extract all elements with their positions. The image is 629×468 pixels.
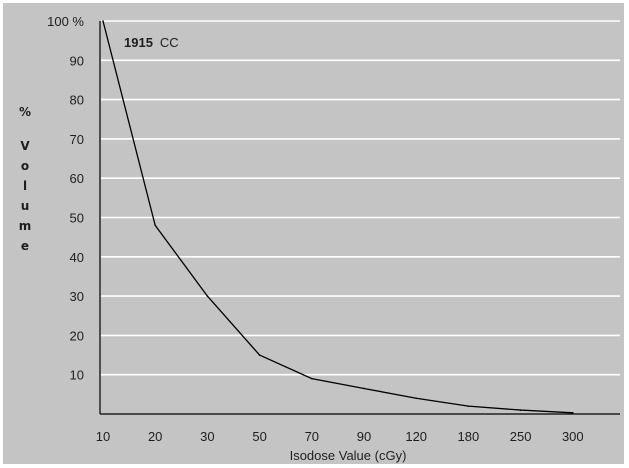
x-tick-label: 250 <box>510 429 532 444</box>
y-tick-label: 30 <box>70 289 84 304</box>
data-point <box>363 387 365 390</box>
x-tick-label: 50 <box>252 429 266 444</box>
x-tick-label: 180 <box>458 429 480 444</box>
y-tick-label: 100 % <box>47 14 84 29</box>
volume-annotation-unit: CC <box>160 35 179 50</box>
data-point <box>467 405 470 407</box>
data-point <box>311 377 313 380</box>
data-point <box>102 20 104 22</box>
y-axis-title-char: o <box>21 159 29 173</box>
volume-annotation: 1915 CC <box>124 34 179 51</box>
y-tick-label: 60 <box>70 171 84 186</box>
data-point <box>519 409 522 411</box>
grid-layer <box>101 20 620 376</box>
data-point <box>572 412 574 414</box>
data-point <box>415 397 418 400</box>
x-tick-label: 10 <box>96 429 110 444</box>
y-tick-labels: 100 % 90 80 70 60 50 40 30 20 10 <box>47 14 84 383</box>
x-tick-label: 300 <box>562 429 584 444</box>
x-tick-label: 70 <box>305 429 319 444</box>
y-tick-label: 50 <box>70 211 84 226</box>
x-tick-label: 90 <box>357 429 371 444</box>
y-tick-label: 20 <box>70 328 84 343</box>
x-tick-labels: 10 20 30 50 70 90 120 180 250 300 <box>96 429 584 444</box>
series-layer <box>102 20 574 414</box>
y-axis-title-char: e <box>21 239 29 253</box>
y-axis-title-char: l <box>23 179 27 193</box>
data-point <box>154 224 156 227</box>
x-tick-label: 20 <box>148 429 162 444</box>
y-axis-title-char: % <box>19 105 31 119</box>
y-axis-title-char: u <box>21 199 30 213</box>
x-tick-label: 120 <box>405 429 427 444</box>
x-axis-title: Isodose Value (cGy) <box>290 448 407 463</box>
axis-layer <box>99 21 620 415</box>
data-point <box>206 295 209 297</box>
data-point <box>258 354 261 356</box>
y-tick-label: 80 <box>70 93 84 108</box>
series-line <box>102 20 573 414</box>
y-axis-title-char: m <box>19 219 32 233</box>
y-tick-label: 90 <box>70 53 84 68</box>
x-tick-label: 30 <box>200 429 214 444</box>
y-tick-label: 10 <box>70 368 84 383</box>
y-tick-label: 40 <box>70 250 84 265</box>
y-axis-title-char: V <box>20 139 30 153</box>
y-tick-label: 70 <box>70 132 84 147</box>
volume-annotation-value: 1915 <box>124 35 153 50</box>
chart-frame: 100 % 90 80 70 60 50 40 30 20 10 10 20 30 50 70 90 120 1… <box>3 3 624 464</box>
